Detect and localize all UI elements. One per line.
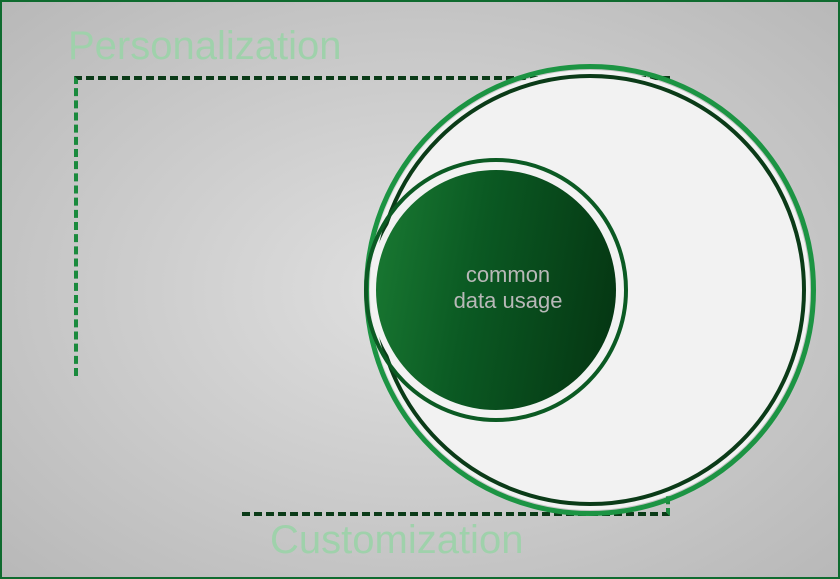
personalization-label: Personalization [68, 24, 342, 69]
customization-label: Customization [270, 518, 523, 563]
common-data-usage-label: common data usage [428, 262, 588, 315]
center-line-2: data usage [454, 288, 563, 313]
diagram-canvas: Personalization Customization common dat… [0, 0, 840, 579]
center-line-1: common [466, 262, 550, 287]
